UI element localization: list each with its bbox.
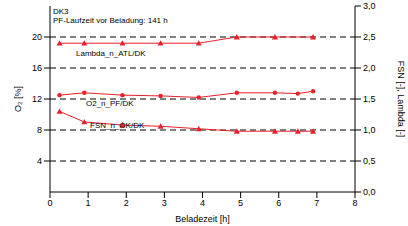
svg-text:4: 4 xyxy=(37,156,42,166)
svg-text:1: 1 xyxy=(86,198,91,208)
svg-text:6: 6 xyxy=(276,198,281,208)
svg-text:16: 16 xyxy=(32,63,42,73)
svg-text:O₂ [%]: O₂ [%] xyxy=(13,86,23,112)
html-text:DK3: DK3 xyxy=(53,7,69,16)
svg-text:Beladezeit [h]: Beladezeit [h] xyxy=(175,214,230,224)
svg-text:2: 2 xyxy=(124,198,129,208)
svg-text:1,5: 1,5 xyxy=(363,94,376,104)
html-text:O2_n_PF/DK: O2_n_PF/DK xyxy=(86,99,134,108)
svg-text:8: 8 xyxy=(352,198,357,208)
html-text:Lambda_n_ATL/DK: Lambda_n_ATL/DK xyxy=(76,49,146,58)
svg-text:12: 12 xyxy=(32,94,42,104)
svg-text:0,0: 0,0 xyxy=(363,187,376,197)
svg-text:20: 20 xyxy=(32,32,42,42)
html-text:PF-Laufzeit vor Beladung: 141: PF-Laufzeit vor Beladung: 141 h xyxy=(53,16,168,25)
svg-text:FSN [-], Lambda [-]: FSN [-], Lambda [-] xyxy=(396,61,400,138)
svg-text:0,5: 0,5 xyxy=(363,156,376,166)
svg-text:0: 0 xyxy=(47,198,52,208)
svg-text:5: 5 xyxy=(238,198,243,208)
html-text:FSN_n_OK/DK: FSN_n_OK/DK xyxy=(90,121,145,130)
svg-text:3: 3 xyxy=(162,198,167,208)
svg-text:8: 8 xyxy=(37,125,42,135)
svg-text:7: 7 xyxy=(314,198,319,208)
svg-text:2,5: 2,5 xyxy=(363,32,376,42)
svg-text:1,0: 1,0 xyxy=(363,125,376,135)
svg-text:4: 4 xyxy=(200,198,205,208)
svg-text:2,0: 2,0 xyxy=(363,63,376,73)
svg-text:3,0: 3,0 xyxy=(363,1,376,11)
